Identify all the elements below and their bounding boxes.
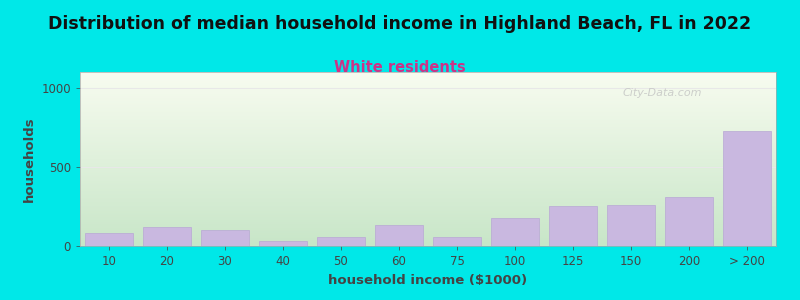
Bar bbox=[550, 206, 597, 246]
Bar bbox=[259, 241, 306, 246]
Bar bbox=[86, 233, 133, 246]
Bar bbox=[143, 227, 190, 246]
Text: City-Data.com: City-Data.com bbox=[623, 88, 702, 98]
Bar bbox=[666, 197, 713, 246]
X-axis label: household income ($1000): household income ($1000) bbox=[329, 274, 527, 286]
Bar bbox=[318, 236, 365, 246]
Y-axis label: households: households bbox=[22, 116, 36, 202]
Bar bbox=[491, 218, 538, 246]
Bar bbox=[723, 130, 770, 246]
Text: Distribution of median household income in Highland Beach, FL in 2022: Distribution of median household income … bbox=[49, 15, 751, 33]
Text: White residents: White residents bbox=[334, 60, 466, 75]
Bar bbox=[202, 230, 249, 246]
Bar bbox=[607, 205, 654, 246]
Bar bbox=[434, 236, 481, 246]
Bar bbox=[375, 225, 422, 246]
